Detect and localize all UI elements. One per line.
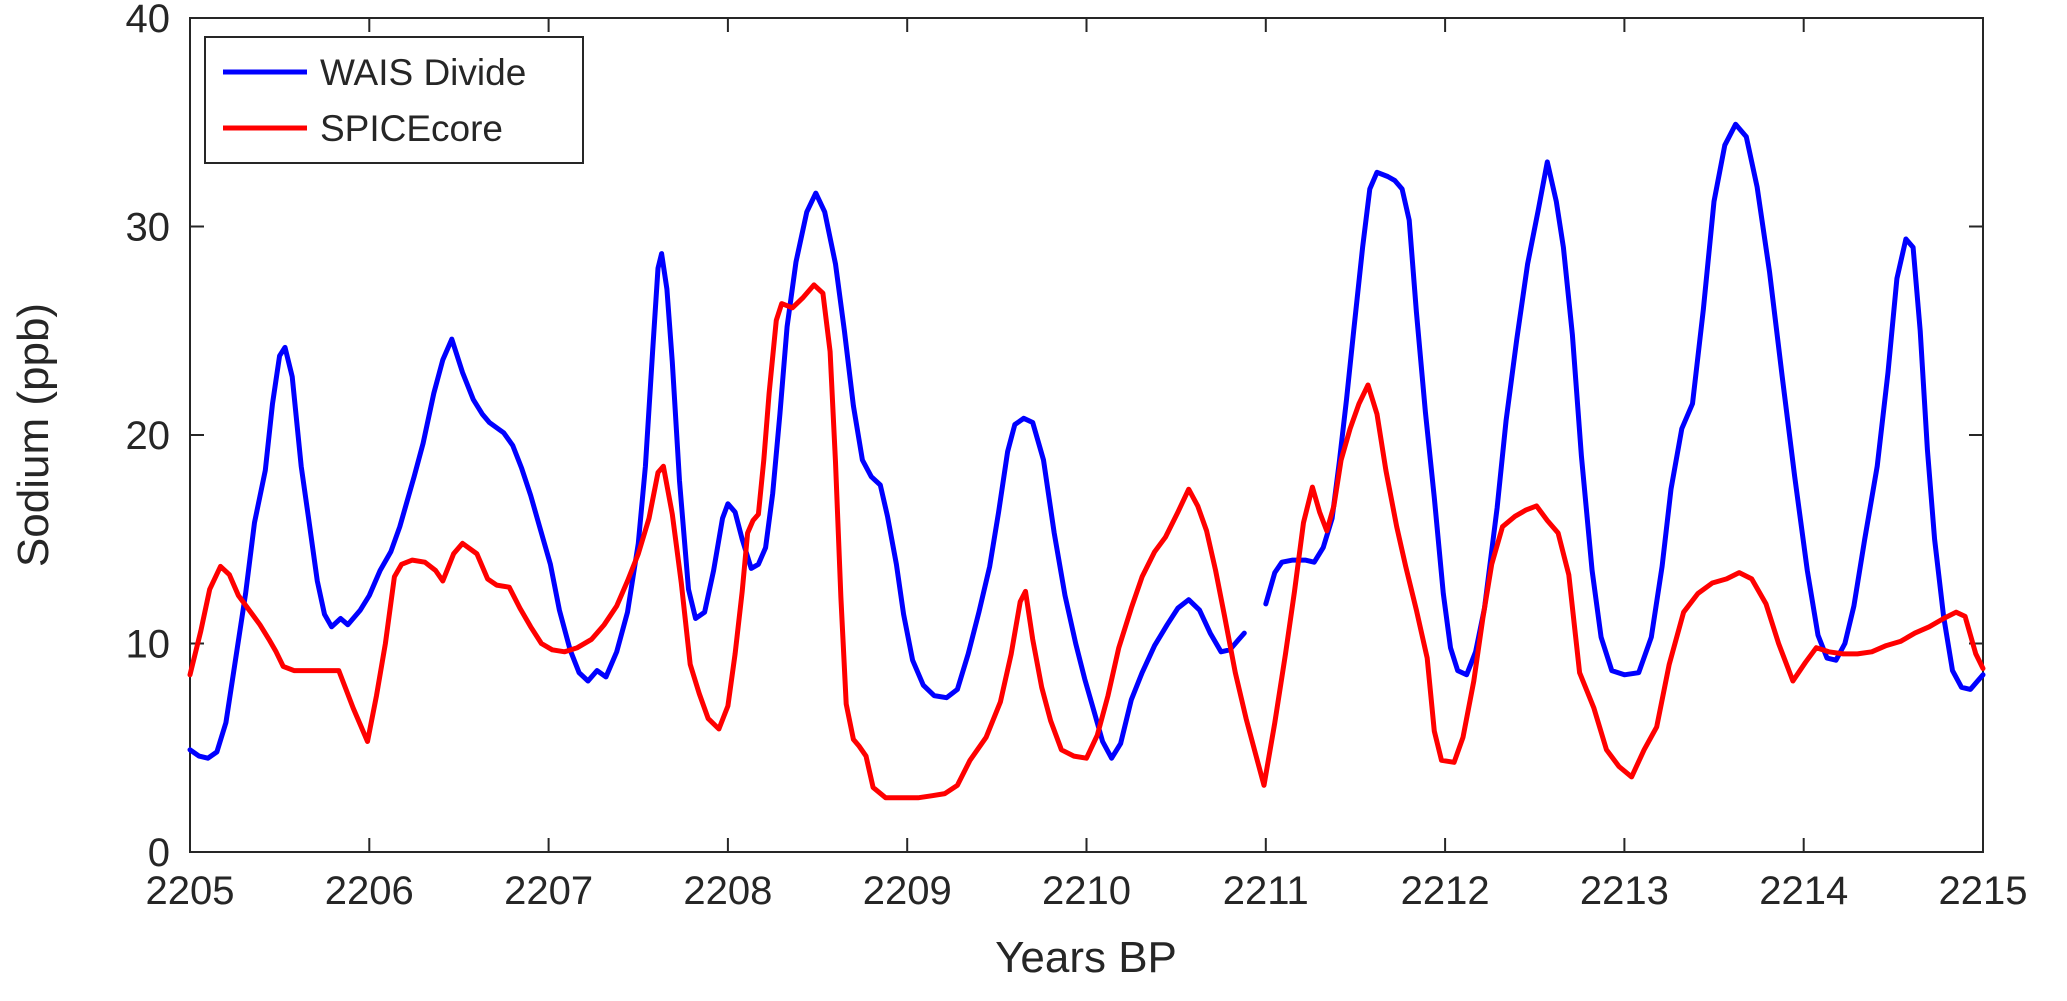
x-tick-label: 2214 xyxy=(1759,869,1848,913)
axis-tick-labels: 2205 2206 2207 2208 2209 2210 2211 2212 2213 2214… xyxy=(126,0,2028,913)
legend-label-spicecore: SPICEcore xyxy=(320,108,503,149)
wais-divide-line xyxy=(1263,121,1986,692)
spicecore-line xyxy=(187,282,1986,801)
y-tick-label: 30 xyxy=(126,206,171,250)
x-tick-label: 2211 xyxy=(1223,869,1309,913)
x-tick-label: 2210 xyxy=(1042,869,1131,913)
legend-box xyxy=(204,36,584,164)
y-tick-label: 10 xyxy=(126,623,171,667)
x-tick-label: 2206 xyxy=(325,869,414,913)
data-series xyxy=(187,121,1986,801)
x-tick-label: 2205 xyxy=(146,869,235,913)
y-tick-label: 40 xyxy=(126,0,171,41)
y-tick-label: 20 xyxy=(126,414,171,458)
legend: WAIS Divide SPICEcore xyxy=(204,36,584,164)
x-tick-label: 2208 xyxy=(683,869,772,913)
legend-label-wais-divide: WAIS Divide xyxy=(320,52,526,93)
x-tick-label: 2213 xyxy=(1580,869,1669,913)
x-tick-label: 2212 xyxy=(1401,869,1490,913)
wais-divide-line xyxy=(187,190,1247,761)
x-tick-label: 2207 xyxy=(504,869,593,913)
x-tick-label: 2209 xyxy=(863,869,952,913)
y-axis-label: Sodium (ppb) xyxy=(9,303,58,567)
x-tick-label: 2215 xyxy=(1939,869,2028,913)
x-axis-label: Years BP xyxy=(995,933,1177,982)
y-tick-label: 0 xyxy=(148,831,170,875)
axis-ticks xyxy=(189,17,1984,853)
